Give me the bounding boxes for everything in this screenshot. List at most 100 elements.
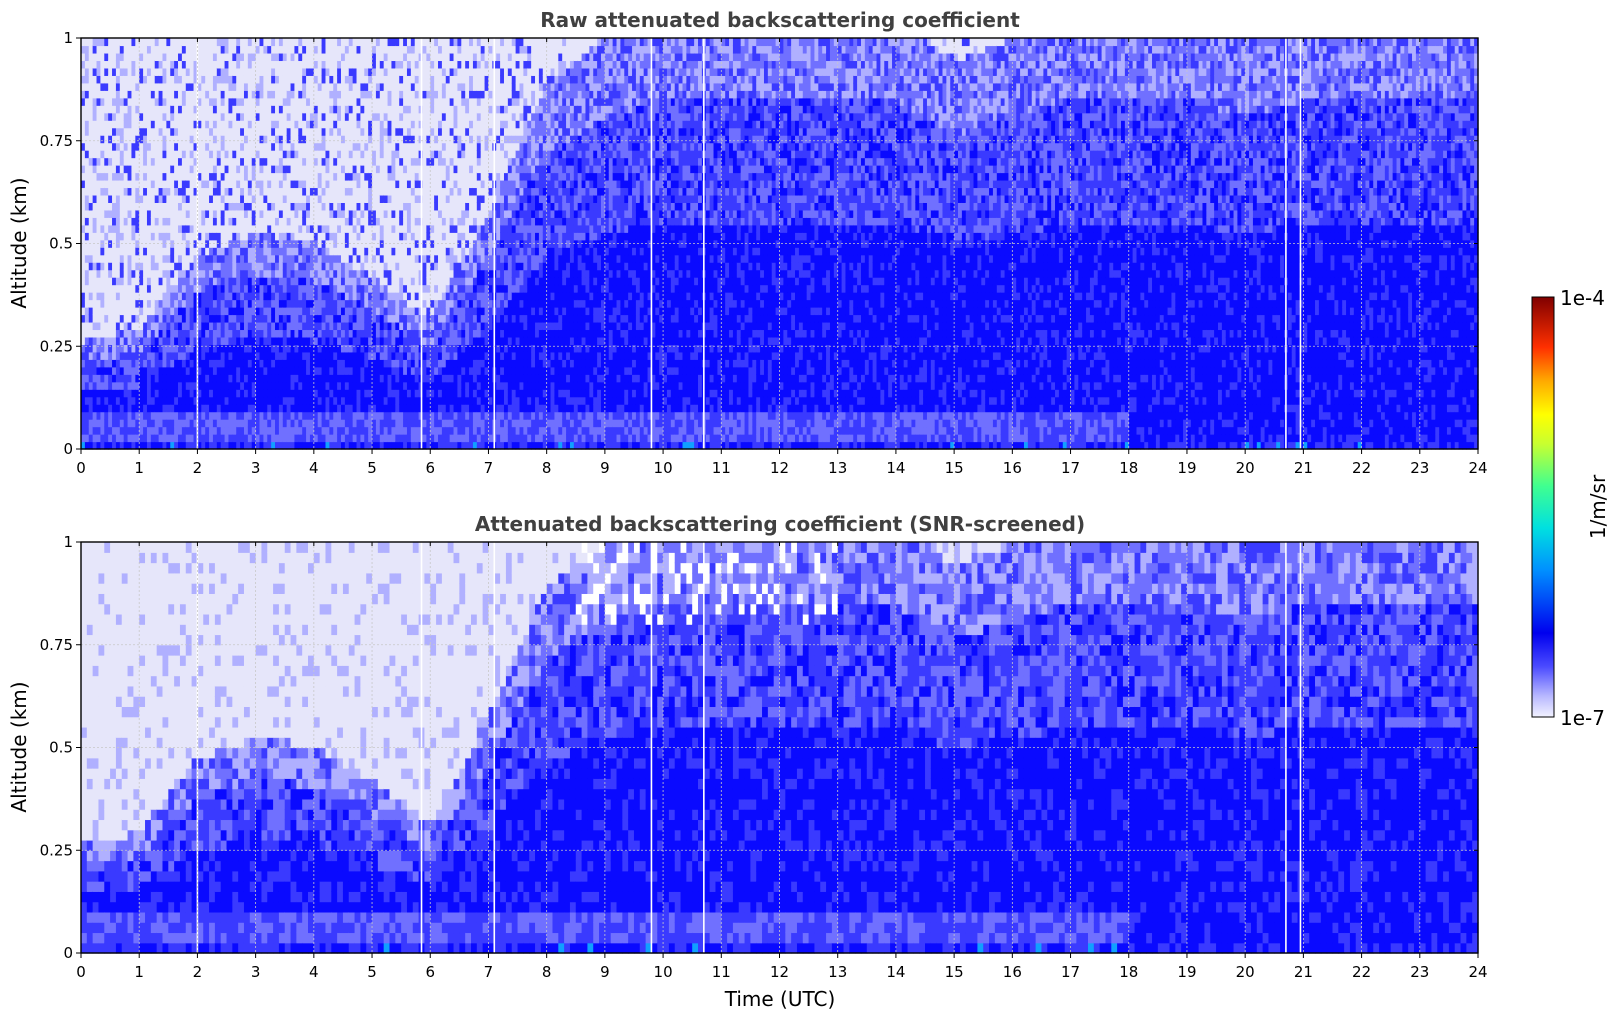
heatmap-cell [240, 187, 244, 195]
heatmap-cell [306, 113, 310, 121]
heatmap-cell [384, 158, 388, 166]
heatmap-cell [85, 83, 89, 91]
heatmap-cell [357, 404, 361, 412]
heatmap-cell [415, 285, 419, 293]
heatmap-cell [279, 75, 283, 83]
heatmap-cell [244, 135, 248, 143]
heatmap-cell [240, 285, 244, 293]
heatmap-cell [240, 352, 244, 360]
heatmap-cell [376, 419, 380, 427]
heatmap-cell [128, 128, 132, 136]
heatmap-cell [225, 202, 229, 210]
heatmap-cell [260, 173, 264, 181]
heatmap-cell [116, 344, 120, 352]
heatmap-cell [263, 382, 267, 390]
heatmap-cell [97, 113, 101, 121]
heatmap-cell [314, 83, 318, 91]
heatmap-cell [294, 105, 298, 113]
heatmap-cell [388, 285, 392, 293]
heatmap-cell [287, 404, 291, 412]
heatmap-cell [228, 300, 232, 308]
heatmap-cell [263, 202, 267, 210]
heatmap-cell [384, 434, 388, 442]
heatmap-cell [302, 83, 306, 91]
heatmap-cell [329, 247, 333, 255]
heatmap-cell [395, 434, 399, 442]
heatmap-cell [322, 314, 326, 322]
heatmap-cell [430, 232, 434, 240]
heatmap-cell [228, 434, 232, 442]
heatmap-cell [380, 352, 384, 360]
heatmap-cell [372, 277, 376, 285]
heatmap-cell [159, 292, 163, 300]
heatmap-cell [139, 412, 143, 420]
heatmap-cell [384, 150, 388, 158]
heatmap-cell [174, 427, 178, 435]
heatmap-cell [395, 210, 399, 218]
heatmap-cell [151, 83, 155, 91]
heatmap-cell [329, 382, 333, 390]
heatmap-cell [260, 270, 264, 278]
heatmap-cell [260, 382, 264, 390]
heatmap-cell [260, 427, 264, 435]
heatmap-cell [120, 143, 124, 151]
heatmap-cell [388, 158, 392, 166]
heatmap-cell [100, 232, 104, 240]
heatmap-cell [349, 382, 353, 390]
heatmap-cell [100, 247, 104, 255]
heatmap-cell [422, 165, 426, 173]
heatmap-cell [399, 120, 403, 128]
heatmap-cell [372, 38, 376, 46]
heatmap-cell [236, 419, 240, 427]
heatmap-cell [411, 187, 415, 195]
heatmap-cell [364, 225, 368, 233]
heatmap-cell [415, 255, 419, 263]
heatmap-cell [422, 180, 426, 188]
heatmap-cell [201, 180, 205, 188]
heatmap-cell [430, 180, 434, 188]
heatmap-cell [108, 187, 112, 195]
heatmap-cell [263, 404, 267, 412]
heatmap-cell [287, 285, 291, 293]
heatmap-cell [170, 419, 174, 427]
heatmap-cell [225, 270, 229, 278]
heatmap-cell [104, 307, 108, 315]
heatmap-cell [341, 135, 345, 143]
heatmap-cell [166, 382, 170, 390]
heatmap-cell [108, 262, 112, 270]
heatmap-cell [178, 322, 182, 330]
heatmap-cell [112, 314, 116, 322]
heatmap-cell [228, 143, 232, 151]
heatmap-cell [422, 187, 426, 195]
heatmap-cell [147, 285, 151, 293]
heatmap-cell [263, 195, 267, 203]
heatmap-cell [159, 359, 163, 367]
heatmap-cell [205, 105, 209, 113]
heatmap-cell [147, 427, 151, 435]
heatmap-cell [341, 195, 345, 203]
heatmap-cell [104, 434, 108, 442]
heatmap-cell [314, 434, 318, 442]
heatmap-cell [360, 397, 364, 405]
heatmap-cell [186, 292, 190, 300]
heatmap-cell [415, 113, 419, 121]
heatmap-cell [205, 352, 209, 360]
heatmap-cell [124, 427, 128, 435]
heatmap-cell [345, 404, 349, 412]
heatmap-cell [209, 374, 213, 382]
heatmap-cell [333, 389, 337, 397]
heatmap-cell [275, 45, 279, 53]
heatmap-cell [399, 202, 403, 210]
heatmap-cell [411, 75, 415, 83]
heatmap-cell [407, 210, 411, 218]
heatmap-cell [131, 60, 135, 68]
heatmap-cell [225, 314, 229, 322]
heatmap-cell [267, 314, 271, 322]
heatmap-cell [205, 158, 209, 166]
heatmap-cell [267, 232, 271, 240]
heatmap-cell [85, 180, 89, 188]
heatmap-cell [124, 217, 128, 225]
heatmap-cell [236, 150, 240, 158]
heatmap-cell [190, 105, 194, 113]
heatmap-cell [275, 329, 279, 337]
